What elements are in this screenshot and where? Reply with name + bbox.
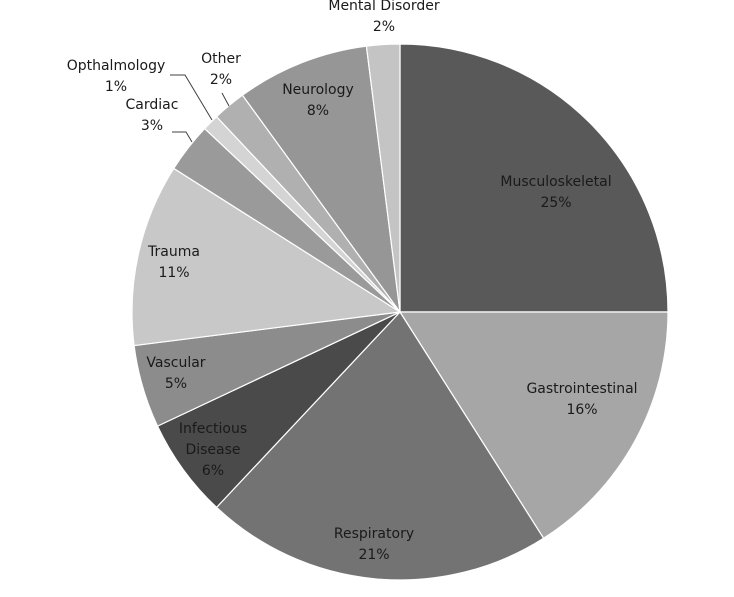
name-other: Other xyxy=(201,51,241,67)
pie-labels: Musculoskeletal 25% Gastrointestinal 16% Res… xyxy=(67,0,638,563)
leader-line-opthalmology xyxy=(170,74,213,121)
label-vascular: Vascular 5% xyxy=(146,355,205,392)
pct-trauma: 11% xyxy=(158,265,189,281)
name-cardiac: Cardiac xyxy=(126,97,179,113)
label-mental-disorder: Mental Disorder 2% xyxy=(328,0,440,35)
label-gastrointestinal: Gastrointestinal 16% xyxy=(526,381,637,418)
name-gastrointestinal: Gastrointestinal xyxy=(526,381,637,397)
name-vascular: Vascular xyxy=(146,355,205,371)
label-neurology: Neurology 8% xyxy=(282,82,354,119)
pie-slices xyxy=(131,43,669,581)
pct-infectious-disease: 6% xyxy=(202,463,224,479)
name-neurology: Neurology xyxy=(282,82,354,98)
label-other: Other 2% xyxy=(201,51,241,88)
name-mental-disorder: Mental Disorder xyxy=(328,0,440,14)
label-infectious-disease: Infectious Disease 6% xyxy=(179,421,247,479)
pct-opthalmology: 1% xyxy=(105,79,127,95)
pct-mental-disorder: 2% xyxy=(373,19,395,35)
leader-line-cardiac xyxy=(172,131,193,143)
slice-mental-disorder xyxy=(365,43,401,313)
label-opthalmology: Opthalmology 1% xyxy=(67,58,166,95)
label-musculoskeletal: Musculoskeletal 25% xyxy=(500,174,611,211)
pct-other: 2% xyxy=(210,72,232,88)
pct-gastrointestinal: 16% xyxy=(566,402,597,418)
slice-gastrointestinal xyxy=(398,311,669,540)
label-respiratory: Respiratory 21% xyxy=(334,526,414,563)
label-trauma: Trauma 11% xyxy=(147,244,200,281)
name-infectious-disease: Infectious xyxy=(179,421,247,437)
pct-respiratory: 21% xyxy=(358,547,389,563)
name-respiratory: Respiratory xyxy=(334,526,414,542)
pct-musculoskeletal: 25% xyxy=(540,195,571,211)
slice-trauma xyxy=(131,167,402,347)
slice-neurology xyxy=(241,45,401,313)
name-musculoskeletal: Musculoskeletal xyxy=(500,174,611,190)
pct-neurology: 8% xyxy=(307,103,329,119)
pct-cardiac: 3% xyxy=(141,118,163,134)
pct-vascular: 5% xyxy=(165,376,187,392)
leader-line-other xyxy=(221,92,230,107)
name-infectious-disease: Disease xyxy=(185,442,240,458)
name-trauma: Trauma xyxy=(147,244,200,260)
label-cardiac: Cardiac 3% xyxy=(126,97,179,134)
name-opthalmology: Opthalmology xyxy=(67,58,166,74)
slice-musculoskeletal xyxy=(399,43,669,313)
slice-respiratory xyxy=(215,311,545,581)
